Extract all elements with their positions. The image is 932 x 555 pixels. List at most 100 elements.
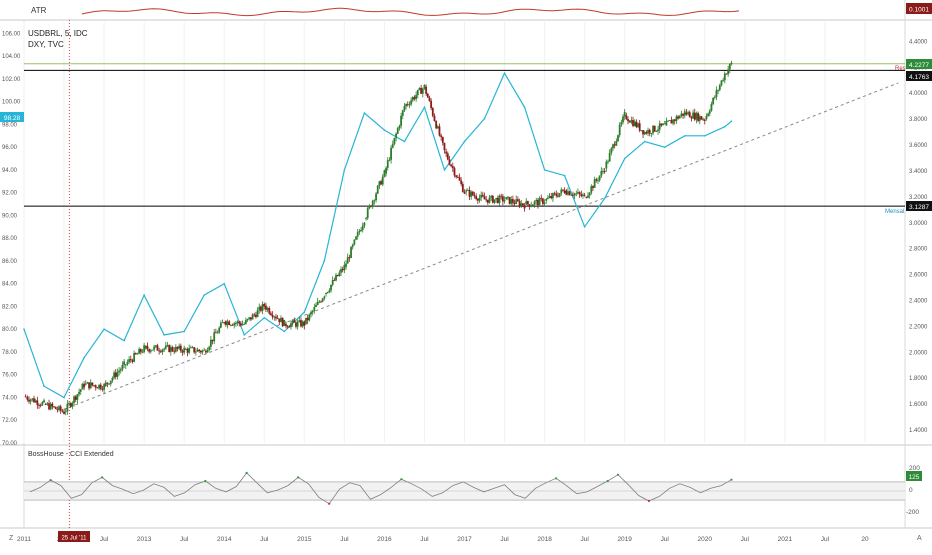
left-axis-tick: 88.00 xyxy=(2,236,18,242)
usdbrl-candle xyxy=(39,405,42,406)
usdbrl-candle xyxy=(126,362,129,365)
usdbrl-candle xyxy=(44,404,47,405)
usdbrl-candle xyxy=(131,360,134,362)
usdbrl-candle xyxy=(99,384,102,389)
time-axis-label: 2014 xyxy=(217,536,232,543)
cci-title: BossHouse - CCI Extended xyxy=(28,451,114,458)
usdbrl-candle xyxy=(672,119,674,124)
usdbrl-candle xyxy=(194,351,197,353)
usdbrl-candle xyxy=(683,111,686,116)
usdbrl-candle xyxy=(565,190,568,195)
usdbrl-candle xyxy=(443,142,446,151)
usdbrl-candle xyxy=(176,346,179,349)
usdbrl-candle xyxy=(451,166,454,169)
usdbrl-candle xyxy=(713,96,716,98)
usdbrl-candle xyxy=(290,323,292,327)
usdbrl-candle xyxy=(184,348,187,350)
right-axis-tick: 3.4000 xyxy=(909,169,928,175)
usdbrl-candle xyxy=(433,115,436,122)
usdbrl-candle xyxy=(587,195,589,198)
usdbrl-candle xyxy=(705,116,708,120)
usdbrl-candle xyxy=(623,111,626,117)
right-axis-tick: 3.8000 xyxy=(909,117,928,123)
dxy-point xyxy=(503,72,506,75)
usdbrl-candle xyxy=(405,104,408,107)
usdbrl-candle xyxy=(79,389,82,392)
usdbrl-candle xyxy=(278,318,281,323)
dxy-point xyxy=(543,169,546,171)
usdbrl-candle xyxy=(620,122,623,125)
usdbrl-candle xyxy=(141,351,144,353)
usdbrl-candle xyxy=(617,135,619,142)
usdbrl-candle xyxy=(618,124,621,136)
usdbrl-candle xyxy=(245,320,247,324)
usdbrl-candle xyxy=(104,382,107,387)
usdbrl-candle xyxy=(360,230,362,232)
usdbrl-candle xyxy=(48,403,50,410)
usdbrl-candle xyxy=(36,400,39,406)
usdbrl-candle xyxy=(193,347,196,353)
usdbrl-candle xyxy=(421,88,424,94)
usdbrl-candle xyxy=(670,120,673,124)
usdbrl-candle xyxy=(154,345,157,347)
dxy-point xyxy=(730,120,733,123)
usdbrl-candle xyxy=(590,186,593,193)
usdbrl-candle xyxy=(114,372,117,377)
res-label: Res xyxy=(895,66,906,72)
usdbrl-candle xyxy=(680,113,683,117)
cci-overbought-point xyxy=(400,478,403,481)
usdbrl-candle xyxy=(168,345,171,352)
usdbrl-candle xyxy=(163,348,166,350)
dxy-point xyxy=(63,396,65,399)
compare-title: DXY, TVC xyxy=(28,40,64,49)
auto-scale-icon[interactable]: A xyxy=(917,535,922,542)
usdbrl-candle xyxy=(103,384,105,390)
usdbrl-candle xyxy=(276,318,279,320)
usdbrl-candle xyxy=(286,325,289,327)
cci-overbought-point xyxy=(245,471,248,474)
usdbrl-candle xyxy=(548,196,551,198)
usdbrl-candle xyxy=(113,372,116,378)
usdbrl-candle xyxy=(420,87,423,94)
usdbrl-candle xyxy=(263,304,266,307)
usdbrl-candle xyxy=(153,346,156,350)
usdbrl-candle xyxy=(523,205,526,209)
usdbrl-candle xyxy=(455,175,458,177)
usdbrl-candle xyxy=(585,196,588,198)
z-icon-text: Z xyxy=(9,535,14,542)
usdbrl-candle xyxy=(720,80,723,86)
trendline xyxy=(63,82,899,410)
usdbrl-candle xyxy=(715,90,718,97)
usdbrl-candle xyxy=(535,199,538,202)
usdbrl-candle xyxy=(418,87,421,90)
dxy-point xyxy=(123,339,125,342)
usdbrl-candle xyxy=(51,403,54,407)
dxy-point xyxy=(603,197,606,200)
usdbrl-candle xyxy=(690,117,693,119)
usdbrl-candle xyxy=(602,170,604,172)
usdbrl-candle xyxy=(628,121,631,123)
time-axis-label: Jul xyxy=(180,536,189,543)
usdbrl-candle xyxy=(520,203,523,207)
left-axis-tick: 86.00 xyxy=(2,259,18,265)
usdbrl-candle xyxy=(675,116,678,121)
atr-title: ATR xyxy=(31,6,47,15)
usdbrl-candle xyxy=(478,197,481,201)
usdbrl-candle xyxy=(525,201,528,205)
usdbrl-candle xyxy=(613,144,616,146)
usdbrl-candle xyxy=(515,199,518,204)
auto-scale-icon-text: A xyxy=(917,535,922,542)
usdbrl-candle xyxy=(149,350,152,352)
usdbrl-candle xyxy=(31,398,34,400)
grid-lines xyxy=(23,22,866,443)
usdbrl-candle xyxy=(700,116,703,120)
usdbrl-candle xyxy=(116,372,119,377)
usdbrl-candle xyxy=(488,197,491,203)
usdbrl-candle xyxy=(310,312,312,315)
z-icon[interactable]: Z xyxy=(9,535,14,542)
usdbrl-candle xyxy=(575,193,578,195)
usdbrl-candle xyxy=(370,205,372,207)
usdbrl-candle xyxy=(313,306,316,311)
left-axis[interactable]: 106.00 104.00 102.00 100.00 98.00 96.00 94.00 9… xyxy=(2,31,21,447)
left-axis-tick: 70.00 xyxy=(2,441,18,447)
